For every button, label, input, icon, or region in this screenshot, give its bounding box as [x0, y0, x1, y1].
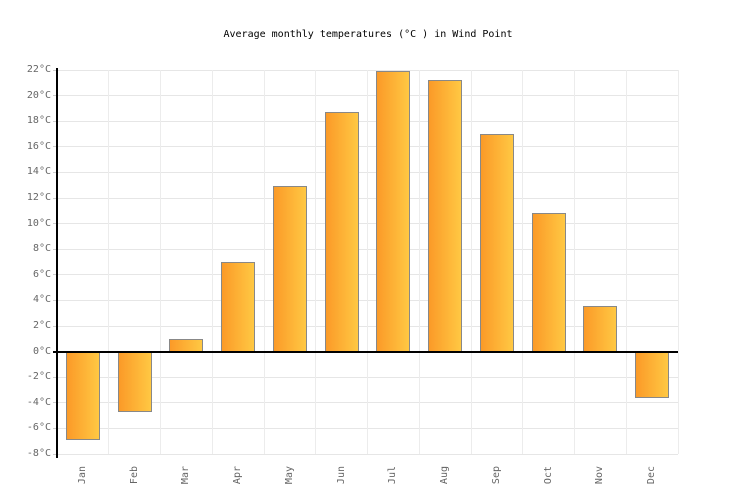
- y-axis-label: 0°C: [32, 345, 51, 357]
- y-axis-label: 8°C: [32, 243, 51, 255]
- y-axis-tick: [53, 69, 57, 71]
- bar-aug: [428, 80, 463, 352]
- x-axis-label-text: Nov: [594, 466, 606, 485]
- y-axis-label: 18°C: [26, 115, 51, 127]
- gridline-vertical: [418, 70, 420, 454]
- x-axis-label-dec: Dec: [646, 459, 664, 484]
- y-axis-label: 22°C: [26, 64, 51, 75]
- bar-oct: [531, 213, 566, 352]
- y-axis-tick: [53, 299, 57, 301]
- gridline-vertical: [677, 70, 679, 454]
- y-axis-label: 10°C: [26, 217, 51, 229]
- bar-nov: [583, 305, 618, 352]
- x-axis-label-mar: Mar: [180, 459, 198, 484]
- gridline-vertical: [625, 70, 627, 454]
- y-axis-label: 16°C: [26, 140, 51, 152]
- y-axis-label: 2°C: [32, 320, 51, 331]
- x-axis-label-text: Jul: [387, 466, 399, 485]
- y-axis-tick: [53, 248, 57, 250]
- bar-sep: [479, 134, 514, 352]
- bar-may: [272, 186, 307, 352]
- x-axis-label-apr: Apr: [232, 459, 250, 484]
- y-axis-tick: [53, 325, 57, 327]
- gridline-vertical: [522, 70, 524, 454]
- x-axis-label-text: May: [283, 466, 295, 485]
- bar-feb: [117, 351, 152, 412]
- y-axis-label: 4°C: [32, 294, 51, 306]
- y-axis-line: [56, 68, 58, 458]
- x-axis-label-text: Feb: [128, 466, 140, 485]
- bar-jul: [376, 71, 411, 352]
- gridline-vertical: [211, 70, 213, 454]
- y-axis-label: 6°C: [32, 268, 51, 280]
- gridline-vertical: [574, 70, 575, 454]
- x-axis-label-may: May: [284, 459, 302, 484]
- y-axis-tick: [53, 453, 57, 455]
- y-axis-label: -8°C: [26, 448, 51, 459]
- x-axis-label-jul: Jul: [387, 459, 405, 484]
- y-axis-tick: [53, 146, 57, 148]
- y-axis-label: -4°C: [26, 396, 51, 408]
- gridline-vertical: [160, 70, 161, 454]
- x-axis-label-text: Dec: [646, 466, 658, 485]
- y-axis-label: -2°C: [26, 371, 51, 383]
- y-axis-label: 12°C: [26, 192, 51, 203]
- y-axis-tick: [53, 274, 57, 276]
- y-axis-tick: [53, 197, 57, 199]
- y-axis-label: -6°C: [26, 422, 51, 434]
- gridline-vertical: [315, 70, 317, 454]
- y-axis-tick: [53, 376, 57, 378]
- gridline-vertical: [470, 70, 472, 454]
- gridline-vertical: [108, 70, 110, 454]
- gridline-vertical: [263, 70, 265, 454]
- bar-jun: [324, 112, 359, 352]
- y-axis-tick: [53, 171, 57, 173]
- bar-jan: [65, 351, 100, 440]
- x-axis-label-jan: Jan: [77, 459, 95, 484]
- x-axis-label-text: Aug: [439, 466, 451, 485]
- y-axis-tick: [53, 120, 57, 122]
- gridline-horizontal: [57, 453, 678, 455]
- x-axis-label-text: Apr: [232, 466, 244, 485]
- y-axis-tick: [53, 223, 57, 225]
- x-axis-label-aug: Aug: [439, 459, 457, 484]
- x-axis-label-text: Mar: [180, 466, 192, 485]
- x-axis-label-text: Jan: [76, 466, 88, 485]
- bar-dec: [635, 351, 670, 398]
- chart-title: Average monthly temperatures (°C ) in Wi…: [223, 29, 513, 40]
- x-axis-label-oct: Oct: [543, 459, 561, 484]
- x-axis-label-nov: Nov: [594, 459, 612, 484]
- gridline-vertical: [367, 70, 368, 454]
- x-axis-label-feb: Feb: [129, 459, 147, 484]
- x-axis-label-text: Oct: [542, 466, 554, 485]
- x-axis-label-text: Jun: [335, 466, 347, 485]
- zero-axis-line: [53, 350, 678, 353]
- y-axis-tick: [53, 427, 57, 429]
- y-axis-tick: [53, 95, 57, 97]
- y-axis-label: 20°C: [26, 89, 51, 101]
- bar-apr: [221, 262, 256, 352]
- x-axis-label-jun: Jun: [336, 459, 354, 484]
- x-axis-label-text: Sep: [490, 466, 502, 485]
- y-axis-label: 14°C: [26, 166, 51, 178]
- x-axis-label-sep: Sep: [491, 459, 509, 484]
- y-axis-tick: [53, 402, 57, 404]
